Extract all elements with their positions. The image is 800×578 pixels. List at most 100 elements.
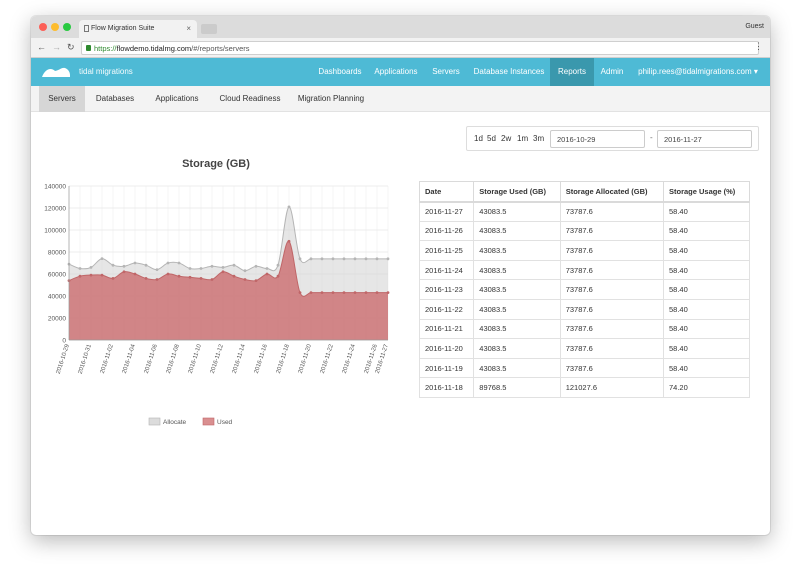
browser-menu-icon[interactable]: ⋮ xyxy=(754,41,763,51)
point-used xyxy=(89,273,93,277)
x-tick-label: 2016-11-14 xyxy=(232,343,247,374)
url-host: flowdemo.tidalmg.com xyxy=(116,44,192,53)
point-used xyxy=(386,291,390,295)
reload-icon[interactable]: ↻ xyxy=(67,42,75,52)
end-date-input[interactable]: 2016-11-27 xyxy=(657,130,752,148)
table-cell: 2016-11-24 xyxy=(418,259,475,281)
table-cell: 73787.6 xyxy=(559,318,664,340)
point-allocate xyxy=(188,267,192,270)
table-cell: 73787.6 xyxy=(559,279,664,300)
y-tick-label: 100000 xyxy=(44,228,66,235)
table-cell: 58.40 xyxy=(662,357,751,379)
table-cell: 2016-11-21 xyxy=(418,318,475,340)
point-allocate xyxy=(320,257,324,261)
y-tick-label: 40000 xyxy=(48,294,66,301)
point-used xyxy=(133,272,137,276)
start-date-input[interactable]: 2016-10-29 xyxy=(550,130,645,148)
nav-applications[interactable]: Applications xyxy=(374,67,418,76)
point-allocate xyxy=(265,267,269,270)
point-used xyxy=(111,277,115,280)
y-tick-label: 80000 xyxy=(48,250,66,257)
range-1m-button[interactable]: 1m xyxy=(517,134,529,143)
subnav-applications[interactable]: Applications xyxy=(155,94,199,103)
point-allocate xyxy=(364,257,368,261)
minimize-window-icon[interactable] xyxy=(51,23,59,31)
table-cell: 58.40 xyxy=(662,279,751,300)
table-cell: 43083.5 xyxy=(473,338,561,359)
table-cell: 89768.5 xyxy=(473,377,561,398)
chart-title: Storage (GB) xyxy=(182,158,250,170)
brand-name: tidal migrations xyxy=(79,67,133,76)
table-cell: 43083.5 xyxy=(473,259,561,281)
area-used xyxy=(69,241,388,340)
nav-reports[interactable]: Reports xyxy=(550,58,594,86)
table-row: 2016-11-26 43083.5 73787.6 58.40 xyxy=(418,220,751,242)
point-used xyxy=(199,277,203,280)
maximize-window-icon[interactable] xyxy=(63,23,71,31)
table-cell: 58.40 xyxy=(662,201,751,222)
point-allocate xyxy=(375,257,379,261)
nav-admin[interactable]: Admin xyxy=(600,67,624,76)
table-cell: 73787.6 xyxy=(559,298,664,320)
x-tick-label: 2016-10-29 xyxy=(56,343,71,375)
point-used xyxy=(309,291,313,295)
x-tick-label: 2016-11-08 xyxy=(166,343,181,374)
point-used xyxy=(375,291,379,295)
y-tick-label: 20000 xyxy=(48,316,66,323)
close-window-icon[interactable] xyxy=(39,23,47,31)
storage-table: Date Storage Used (GB) Storage Allocated (… xyxy=(418,181,751,398)
point-allocate xyxy=(78,267,82,270)
table-cell: 58.40 xyxy=(662,240,751,261)
point-used xyxy=(331,291,335,295)
reports-subnav: Servers Databases Applications Cloud Rea… xyxy=(31,86,770,112)
point-allocate xyxy=(166,261,170,265)
table-row: 2016-11-25 43083.5 73787.6 58.40 xyxy=(418,240,751,261)
nav-dashboards[interactable]: Dashboards xyxy=(318,67,362,76)
point-used xyxy=(177,274,181,278)
table-row: 2016-11-27 43083.5 73787.6 58.40 xyxy=(418,201,751,222)
subnav-migration-planning[interactable]: Migration Planning xyxy=(297,94,365,103)
legend-label: Allocate xyxy=(163,419,187,426)
table-row: 2016-11-21 43083.5 73787.6 58.40 xyxy=(418,318,751,340)
point-allocate xyxy=(221,266,225,269)
back-icon[interactable]: ← xyxy=(37,42,46,52)
table-header-cell: Storage Usage (%) xyxy=(662,181,751,203)
forward-icon[interactable]: → xyxy=(52,42,61,52)
point-allocate xyxy=(353,257,357,261)
nav-database-instances[interactable]: Database Instances xyxy=(473,67,545,76)
subnav-servers[interactable]: Servers xyxy=(39,86,85,112)
tab-strip: Flow Migration Suite × Guest xyxy=(31,16,770,38)
close-tab-icon[interactable]: × xyxy=(186,24,191,33)
x-tick-label: 2016-11-10 xyxy=(188,343,203,374)
x-tick-label: 2016-11-18 xyxy=(276,343,291,374)
subnav-databases[interactable]: Databases xyxy=(95,94,135,103)
point-used xyxy=(166,272,170,276)
table-cell: 58.40 xyxy=(662,338,751,359)
table-cell: 2016-11-18 xyxy=(418,377,475,398)
new-tab-button[interactable] xyxy=(201,24,217,34)
range-1d-button[interactable]: 1d xyxy=(474,134,483,143)
profile-label[interactable]: Guest xyxy=(745,23,764,30)
point-used xyxy=(144,277,148,280)
table-row: 2016-11-20 43083.5 73787.6 58.40 xyxy=(418,338,751,359)
range-3m-button[interactable]: 3m xyxy=(533,134,545,143)
point-used xyxy=(276,274,280,278)
x-tick-label: 2016-11-16 xyxy=(254,343,269,374)
nav-servers[interactable]: Servers xyxy=(432,67,460,76)
point-used xyxy=(364,291,368,295)
subnav-cloud-readiness[interactable]: Cloud Readiness xyxy=(219,94,281,103)
lock-icon xyxy=(86,45,91,51)
legend-label: Used xyxy=(217,419,233,426)
browser-tab[interactable]: Flow Migration Suite × xyxy=(79,20,197,38)
table-cell: 73787.6 xyxy=(559,240,664,261)
x-tick-label: 2016-11-02 xyxy=(100,343,115,374)
range-5d-button[interactable]: 5d xyxy=(487,134,496,143)
range-2w-button[interactable]: 2w xyxy=(501,134,512,143)
table-cell: 58.40 xyxy=(662,298,751,320)
user-menu[interactable]: philip.rees@tidalmigrations.com ▾ xyxy=(638,67,758,76)
url-input[interactable]: https://flowdemo.tidalmg.com/#/reports/s… xyxy=(81,41,759,55)
table-cell: 2016-11-20 xyxy=(418,338,475,359)
table-cell: 2016-11-26 xyxy=(418,220,475,242)
point-allocate xyxy=(210,264,214,268)
table-row: 2016-11-22 43083.5 73787.6 58.40 xyxy=(418,298,751,320)
